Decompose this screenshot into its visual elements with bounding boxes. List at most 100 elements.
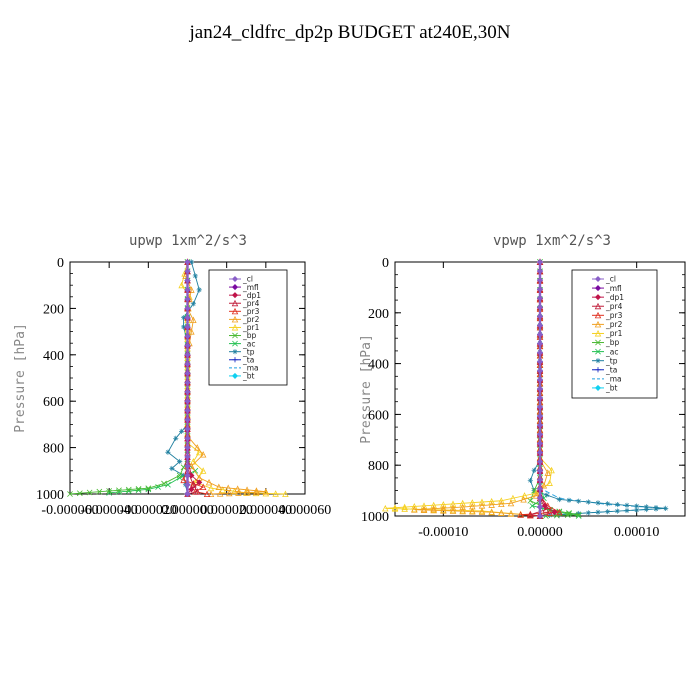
legend-label: _ac — [605, 347, 618, 356]
data-point — [224, 484, 232, 491]
data-point — [449, 504, 457, 511]
data-point — [173, 435, 179, 441]
data-point — [205, 478, 213, 486]
data-point — [188, 472, 195, 479]
legend-label: _cl — [242, 275, 253, 284]
legend-marker — [232, 340, 238, 347]
legend: _cl_mfl_dp1_pr4_pr3_pr2_pr1_bp_ac_tp_ta_… — [208, 269, 288, 386]
legend-marker — [595, 348, 601, 355]
data-point — [536, 367, 544, 374]
y-tick-label: 200 — [43, 302, 64, 317]
data-point — [536, 385, 544, 393]
legend-label: _ta — [605, 365, 617, 374]
data-point — [624, 507, 630, 514]
data-point — [430, 506, 437, 514]
legend-marker — [594, 275, 602, 283]
data-point — [106, 488, 113, 494]
y-tick-label: 1000 — [361, 510, 389, 525]
data-point — [507, 510, 515, 517]
legend-item-ac: _ac — [592, 347, 618, 356]
legend-label: _pr2 — [605, 320, 623, 329]
legend-label: _pr3 — [242, 307, 260, 316]
data-point — [184, 314, 191, 321]
legend-marker — [594, 320, 602, 328]
data-point — [459, 499, 466, 507]
data-point — [184, 444, 191, 451]
data-point — [196, 287, 202, 293]
legend-item-bp: _bp — [229, 331, 257, 340]
data-point — [595, 500, 601, 506]
legend-item-pr2: _pr2 — [229, 315, 260, 324]
data-point — [262, 489, 270, 497]
data-point — [165, 449, 171, 455]
legend-label: _bp — [605, 338, 620, 347]
legend-item-dp1: _dp1 — [229, 291, 261, 300]
legend-label: _pr1 — [605, 329, 623, 338]
data-point — [536, 512, 544, 520]
legend-marker — [594, 384, 602, 391]
data-point — [536, 313, 544, 320]
legend-label: _pr3 — [605, 311, 623, 320]
legend-label: _mfl — [242, 283, 259, 292]
y-tick-label: 200 — [368, 307, 389, 322]
legend-marker — [231, 299, 239, 307]
data-point — [527, 511, 534, 518]
legend-item-cl: _cl — [229, 275, 253, 284]
data-point — [536, 449, 544, 456]
data-point — [544, 492, 550, 498]
data-point — [184, 296, 191, 303]
legend-label: _pr4 — [605, 302, 623, 311]
data-point — [401, 503, 408, 511]
legend-label: _bt — [242, 372, 255, 381]
data-point — [536, 340, 544, 347]
legend-item-bp: _bp — [592, 338, 620, 347]
data-point — [548, 466, 555, 474]
legend-marker — [231, 372, 239, 379]
data-point — [177, 458, 183, 465]
legend-box — [208, 269, 288, 386]
data-point — [180, 315, 187, 321]
data-point — [542, 506, 550, 513]
y-tick-label: 0 — [57, 256, 64, 271]
data-point — [184, 426, 191, 433]
data-point — [215, 483, 223, 491]
data-point — [614, 508, 620, 514]
legend-label: _ma — [605, 375, 622, 384]
data-point — [194, 444, 201, 451]
data-point — [536, 395, 544, 402]
legend-label: _ma — [242, 364, 259, 373]
legend-item-tp: _tp — [592, 356, 618, 365]
legend-item-ta: _ta — [592, 365, 617, 374]
data-point — [532, 492, 540, 499]
data-point — [536, 476, 544, 483]
data-point — [145, 485, 152, 492]
legend-label: _pr1 — [242, 323, 260, 332]
legend-item-pr2: _pr2 — [592, 320, 623, 329]
plot-1: upwp 1xm^2/s^3 Pressure [hPa] 0 200 400 600 80… — [13, 233, 331, 518]
data-point — [184, 286, 191, 293]
legend-label: _tp — [605, 356, 618, 365]
data-point — [517, 511, 524, 518]
data-point — [184, 305, 191, 312]
data-point — [566, 497, 572, 503]
data-point — [155, 484, 162, 490]
data-point — [536, 440, 544, 447]
data-point — [116, 487, 122, 494]
data-point — [536, 331, 544, 338]
data-point — [449, 507, 457, 514]
legend-label: _pr4 — [242, 299, 260, 308]
legend-item-cl: _cl — [592, 275, 616, 284]
data-point — [184, 379, 191, 386]
data-point — [235, 489, 242, 496]
x-tick-label: 0.000040 — [240, 503, 293, 518]
data-point — [634, 503, 640, 509]
y-axis-label: Pressure [hPa] — [13, 323, 28, 433]
data-point — [178, 281, 185, 289]
legend-item-pr4: _pr4 — [229, 299, 260, 308]
data-point — [184, 490, 191, 498]
legend-item-mfl: _mfl — [592, 284, 622, 293]
data-point — [135, 486, 142, 492]
data-point — [411, 502, 418, 510]
data-point — [663, 505, 669, 511]
data-point — [643, 506, 649, 513]
